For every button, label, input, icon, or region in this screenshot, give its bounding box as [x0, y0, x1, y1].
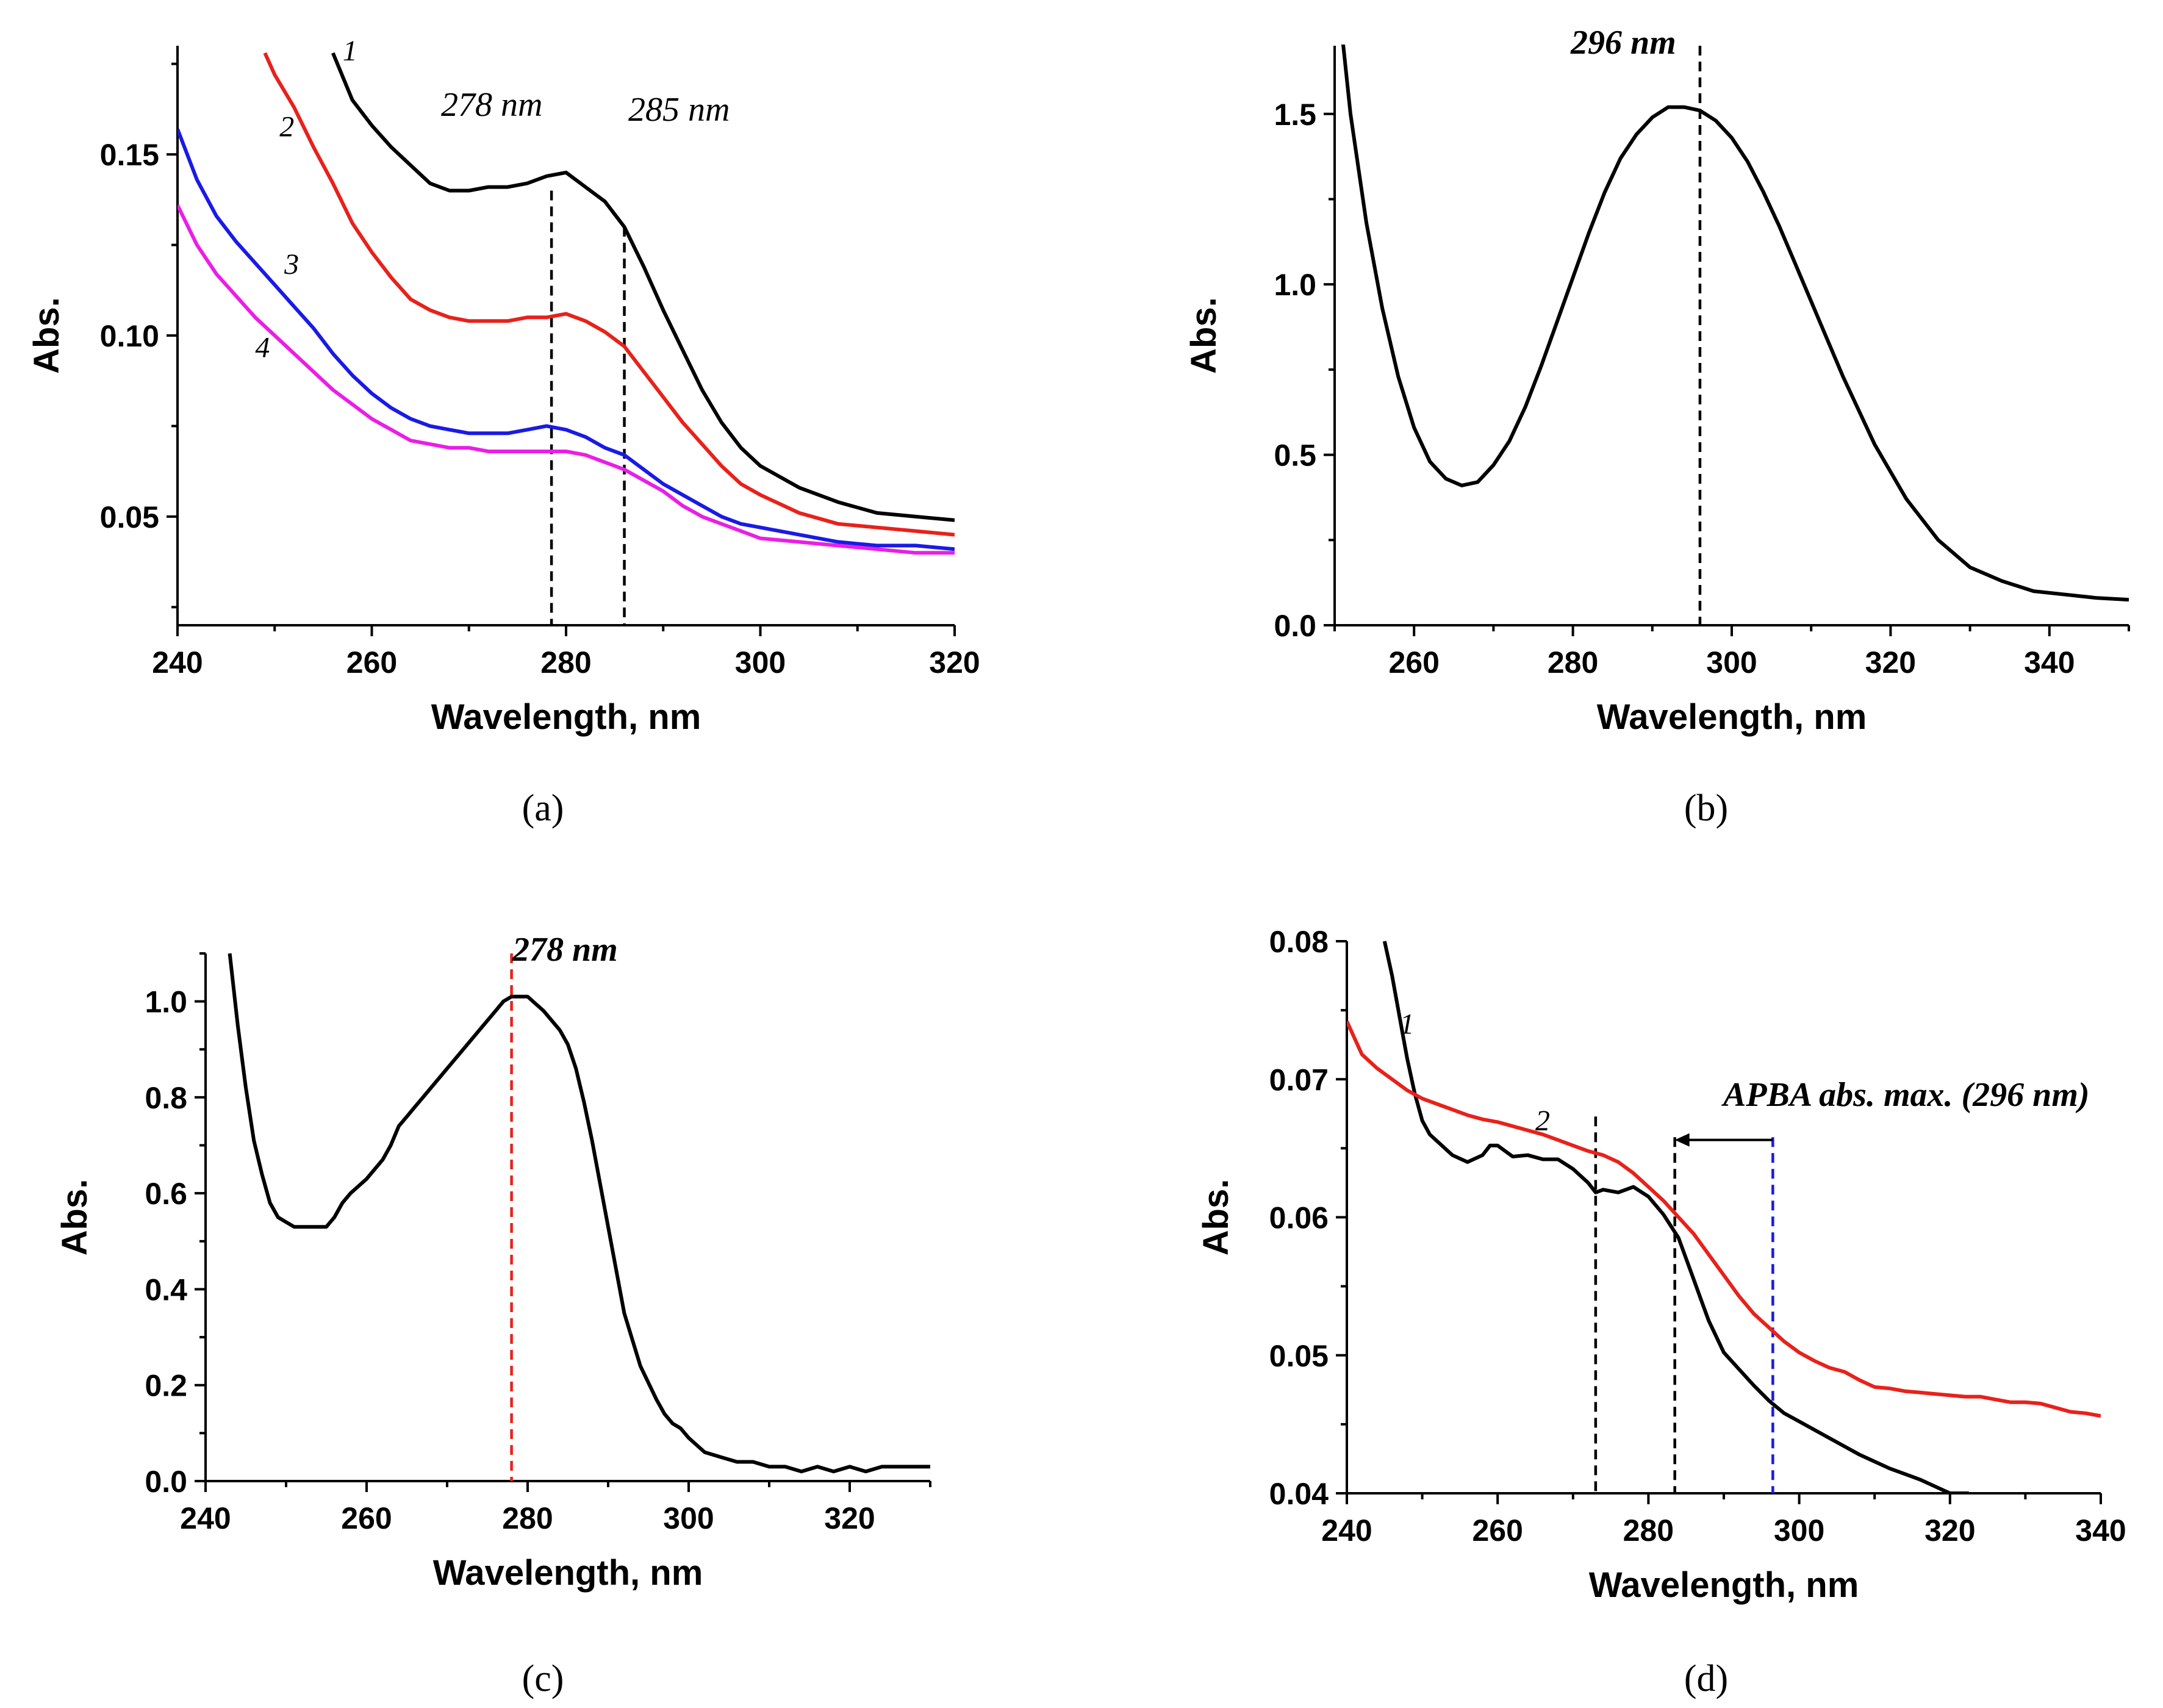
- y-tick-label: 0.05: [100, 500, 159, 534]
- curve-number-label: 4: [255, 332, 270, 364]
- x-tick-label: 340: [2075, 1513, 2126, 1548]
- y-axis-title: Abs.: [27, 297, 66, 374]
- curve-number-label: 2: [1535, 1105, 1550, 1137]
- x-tick-label: 320: [1924, 1513, 1975, 1548]
- curve-number-label: 2: [279, 110, 294, 143]
- x-tick-label: 300: [1774, 1513, 1824, 1548]
- y-tick-label: 0.08: [1269, 925, 1329, 959]
- y-tick-label: 0.0: [1274, 609, 1316, 643]
- y-tick-label: 0.06: [1269, 1201, 1329, 1235]
- x-tick-label: 240: [152, 645, 203, 680]
- panel-label: (d): [1684, 1658, 1728, 1699]
- series-line-a-3: [178, 128, 955, 551]
- y-tick-label: 1.0: [145, 985, 187, 1019]
- y-axis-title: Abs.: [1196, 1179, 1236, 1256]
- x-tick-label: 320: [929, 645, 980, 680]
- shift-arrowhead: [1674, 1133, 1690, 1147]
- series-line-c-spectrum: [228, 953, 930, 1474]
- x-tick-label: 300: [1706, 645, 1757, 680]
- x-tick-label: 280: [540, 645, 591, 680]
- x-tick-label: 260: [341, 1501, 392, 1535]
- curve-number-label: 3: [284, 248, 299, 281]
- y-tick-label: 1.5: [1274, 98, 1316, 132]
- x-tick-label: 260: [1388, 645, 1439, 680]
- y-tick-label: 0.6: [145, 1177, 187, 1211]
- x-axis-title: Wavelength, nm: [431, 697, 701, 737]
- x-axis-title: Wavelength, nm: [433, 1553, 703, 1593]
- curve-number-label: 1: [343, 35, 357, 67]
- x-tick-label: 240: [180, 1501, 231, 1535]
- x-tick-label: 340: [2024, 645, 2075, 680]
- chart-panel-d: 240 260 280 300 320 340 0.04 0.05 0.06 0.07 0.08 Wa…: [1196, 925, 2126, 1699]
- chart-panel-a: 240 260 280 300 320 0.05 0.10 0.15 Wavelength, n…: [27, 35, 980, 829]
- series-line-a-4: [178, 204, 955, 555]
- x-tick-label: 280: [1623, 1513, 1674, 1548]
- panel-label: (c): [522, 1658, 564, 1699]
- y-tick-label: 0.2: [145, 1369, 187, 1403]
- marker-label: 278 nm: [441, 86, 542, 124]
- x-tick-label: 280: [1548, 645, 1598, 680]
- marker-label: 285 nm: [628, 91, 730, 129]
- y-tick-label: 0.04: [1269, 1477, 1329, 1511]
- x-tick-label: 240: [1321, 1513, 1372, 1548]
- series-line-d-2: [1347, 1020, 2101, 1418]
- x-axis-title: Wavelength, nm: [1589, 1565, 1859, 1605]
- chart-panel-c: 240 260 280 300 320 0.0 0.2 0.4 0.6 0.8 1.0 Wavelen…: [55, 931, 931, 1699]
- x-axis-title: Wavelength, nm: [1597, 697, 1867, 737]
- curve-number-label: 1: [1400, 1008, 1415, 1041]
- y-tick-label: 0.07: [1269, 1063, 1329, 1097]
- x-tick-label: 300: [663, 1501, 714, 1535]
- marker-label: 296 nm: [1570, 24, 1676, 62]
- marker-label: APBA abs. max. (296 nm): [1721, 1076, 2090, 1114]
- y-tick-label: 1.0: [1274, 268, 1316, 302]
- panel-label: (a): [522, 788, 564, 829]
- y-tick-label: 0.0: [145, 1465, 187, 1499]
- y-tick-label: 0.05: [1269, 1339, 1329, 1373]
- series-line-b-apba: [1341, 45, 2129, 602]
- series-line-a-2: [263, 52, 955, 537]
- chart-panel-b: 260 280 300 320 340 0.0 0.5 1.0 1.5 Wavelength, n…: [1184, 24, 2130, 829]
- series-line-a-1: [331, 52, 955, 522]
- y-axis-title: Abs.: [55, 1179, 95, 1256]
- x-tick-label: 320: [1865, 645, 1916, 680]
- marker-label: 278 nm: [512, 931, 618, 969]
- y-tick-label: 0.5: [1274, 439, 1316, 473]
- series-line-d-1: [1382, 941, 1969, 1493]
- x-tick-label: 280: [502, 1501, 553, 1535]
- x-tick-label: 320: [824, 1501, 875, 1535]
- y-tick-label: 0.15: [100, 138, 159, 172]
- y-tick-label: 0.10: [100, 319, 159, 353]
- panel-label: (b): [1684, 788, 1728, 829]
- x-tick-label: 260: [346, 645, 397, 680]
- x-tick-label: 300: [735, 645, 786, 680]
- y-axis-title: Abs.: [1184, 297, 1224, 374]
- y-tick-label: 0.4: [145, 1272, 187, 1307]
- y-tick-label: 0.8: [145, 1081, 187, 1115]
- x-tick-label: 260: [1472, 1513, 1523, 1548]
